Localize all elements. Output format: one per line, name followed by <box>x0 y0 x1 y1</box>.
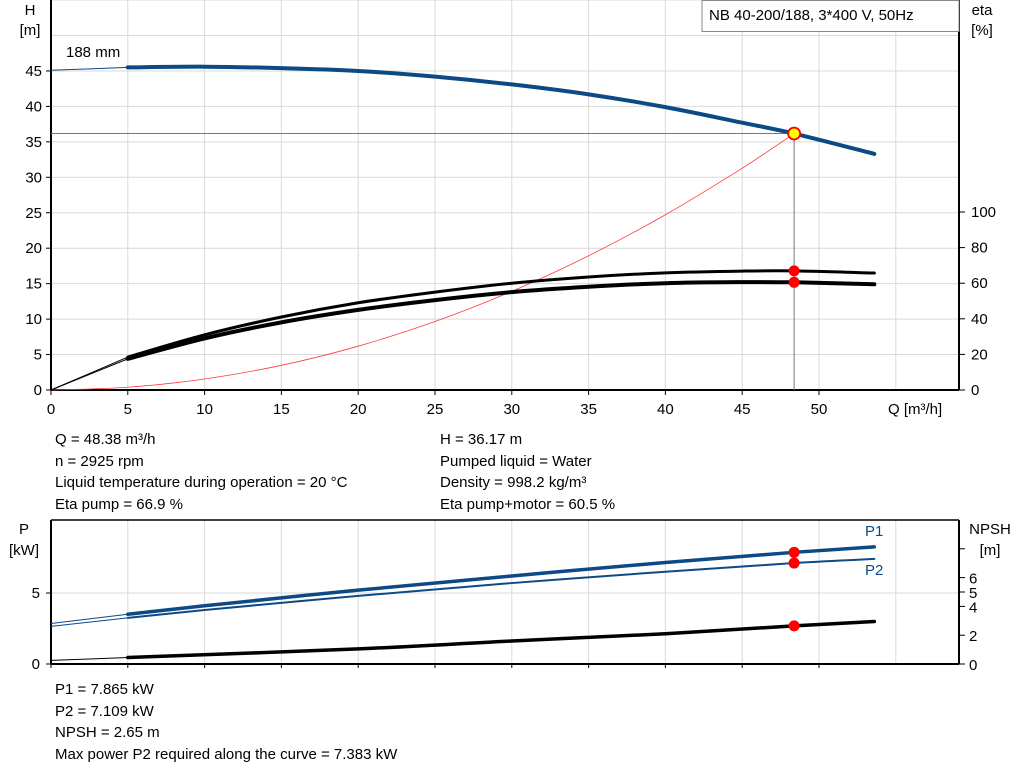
q-tick-label: 30 <box>503 401 520 418</box>
h-axis-label: H <box>25 2 36 19</box>
eta-pump-motor-curve-low-flow <box>50 358 128 391</box>
q-tick-label: 25 <box>427 401 444 418</box>
eta-pump-operating-point <box>788 265 800 277</box>
p2-curve-label: P2 <box>865 562 883 579</box>
eta-pump-motor-curve <box>125 280 877 361</box>
npsh-curve-low-flow <box>50 657 128 661</box>
h-tick-label: 40 <box>25 98 42 115</box>
npsh-axis-unit: [m] <box>980 542 1001 559</box>
speed-value: n = 2925 rpm <box>55 452 144 470</box>
npsh-tick-label: 5 <box>969 585 977 602</box>
q-tick-label: 10 <box>196 401 213 418</box>
p2-curve-low-flow <box>50 617 128 627</box>
h-tick-label: 15 <box>25 276 42 293</box>
q-axis-label: Q [m³/h] <box>888 401 942 418</box>
q-tick-label: 35 <box>580 401 597 418</box>
h-tick-label: 10 <box>25 311 42 328</box>
p-axis-label: P <box>19 521 29 538</box>
npsh-axis-label: NPSH <box>969 521 1011 538</box>
q-tick-label: 40 <box>657 401 674 418</box>
npsh-tick-label: 4 <box>969 599 977 616</box>
eta-tick-label: 0 <box>971 382 979 399</box>
head-curve-low-flow <box>50 66 128 71</box>
p2-operating-point <box>788 557 800 569</box>
p1-curve <box>126 545 877 617</box>
chart-title: NB 40-200/188, 3*400 V, 50Hz <box>709 7 914 24</box>
h-tick-label: 5 <box>34 347 42 364</box>
eta-axis-unit: [%] <box>971 22 993 39</box>
npsh-value: NPSH = 2.65 m <box>55 724 160 741</box>
duty-point-marker <box>787 126 802 141</box>
eta-axis-label: eta <box>972 2 994 19</box>
npsh-curve <box>126 619 877 660</box>
eta-tick-label: 100 <box>971 204 996 221</box>
system-curve <box>50 133 795 391</box>
npsh-tick-label: 6 <box>969 571 977 588</box>
h-axis-unit: [m] <box>20 22 41 39</box>
q-tick-label: 20 <box>350 401 367 418</box>
h-tick-label: 35 <box>25 134 42 151</box>
head-curve <box>125 64 877 156</box>
npsh-operating-point <box>788 620 800 632</box>
pumped-liquid-value: Pumped liquid = Water <box>440 452 592 470</box>
q-tick-label: 15 <box>273 401 290 418</box>
p-tick-label: 5 <box>32 585 40 602</box>
h-tick-label: 25 <box>25 205 42 222</box>
liquid-temperature-value: Liquid temperature during operation = 20… <box>55 474 348 491</box>
npsh-tick-label: 2 <box>969 628 977 645</box>
operating-info-right: H = 36.17 m Pumped liquid = Water Densit… <box>440 429 615 515</box>
h-tick-label: 20 <box>25 240 42 257</box>
density-value: Density = 998.2 kg/m³ <box>440 474 587 491</box>
eta-pump-motor-operating-point <box>788 276 800 288</box>
h-tick-label: 30 <box>25 169 42 186</box>
eta-pump-motor-value: Eta pump+motor = 60.5 % <box>440 495 616 513</box>
q-tick-label: 0 <box>47 401 55 418</box>
p1-value: P1 = 7.865 kW <box>55 681 154 698</box>
p1-curve-label: P1 <box>865 523 883 540</box>
operating-info-left: Q = 48.38 m³/h n = 2925 rpm Liquid tempe… <box>55 429 347 515</box>
p2-curve <box>126 557 876 619</box>
p-tick-label: 0 <box>32 656 40 673</box>
flow-value: Q = 48.38 m³/h <box>55 431 156 448</box>
title-box <box>701 0 960 32</box>
eta-tick-label: 80 <box>971 240 988 257</box>
p1-operating-point <box>788 546 800 558</box>
npsh-tick-label: 0 <box>969 657 977 674</box>
q-tick-label: 50 <box>811 401 828 418</box>
h-tick-label: 0 <box>34 382 42 399</box>
q-tick-label: 5 <box>124 401 132 418</box>
p2-value: P2 = 7.109 kW <box>55 702 154 720</box>
head-efficiency-chart: 0 5 10 15 20 25 30 35 40 45 50 0 5 10 15 20 25 30 35 40 45 0 2… <box>25 0 996 418</box>
power-info: P1 = 7.865 kW P2 = 7.109 kW NPSH = 2.65 … <box>55 679 397 765</box>
eta-pump-value: Eta pump = 66.9 % <box>55 495 183 513</box>
eta-pump-curve <box>126 269 876 359</box>
eta-tick-label: 20 <box>971 346 988 363</box>
q-tick-label: 45 <box>734 401 751 418</box>
p1-curve-low-flow <box>50 613 128 625</box>
eta-tick-label: 60 <box>971 275 988 292</box>
p-axis-unit: [kW] <box>9 542 39 559</box>
max-p2-value: Max power P2 required along the curve = … <box>55 745 398 763</box>
eta-tick-label: 40 <box>971 311 988 328</box>
head-value: H = 36.17 m <box>440 431 523 448</box>
h-tick-label: 45 <box>25 63 42 80</box>
curve-label: 188 mm <box>66 44 120 61</box>
